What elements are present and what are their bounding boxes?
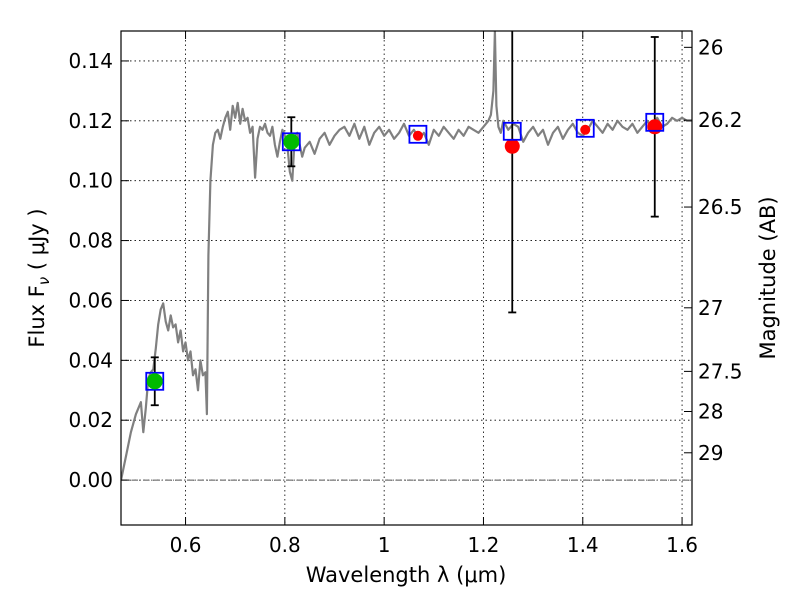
blue-model-square [408,124,428,144]
y-axis-label: Flux Fν ( μJy ) [25,208,53,347]
y-tick-label: 0.10 [68,169,113,193]
magnitude-tick-label: 26.5 [698,195,743,219]
magnitude-axis-label: Magnitude (AB) [756,196,780,359]
magnitude-tick-label: 26.2 [698,108,743,132]
red-data-point [504,138,520,154]
y-tick-label: 0.02 [68,408,113,432]
x-tick-label: 1.4 [567,533,599,557]
y-tick-label: 0.04 [68,348,113,372]
blue-model-square [645,112,665,132]
x-tick-label: 1 [378,533,391,557]
magnitude-axis: 26 26.2 26.5 27 27.5 28 29 [684,35,743,465]
x-axis: 0.6 0.8 1 1.2 1.4 1.6 [170,31,698,557]
magnitude-tick-label: 29 [698,441,723,465]
blue-model-square [575,118,595,138]
blue-model-square [145,371,165,391]
x-tick-label: 1.2 [468,533,500,557]
red-data-point [580,124,591,135]
magnitude-tick-label: 27 [698,296,723,320]
x-tick-label: 1.6 [666,533,698,557]
plot-frame [120,30,693,526]
magnitude-tick-label: 26 [698,35,723,59]
red-data-point [647,119,663,135]
y-tick-label: 0.06 [68,288,113,312]
magnitude-tick-label: 27.5 [698,359,743,383]
x-tick-label: 0.6 [170,533,202,557]
green-data-point [283,133,300,150]
blue-model-square [502,121,522,141]
y-axis: 0.00 0.02 0.04 0.06 0.08 0.10 0.12 0.14 [68,49,129,492]
grid [121,31,692,525]
red-data-point [412,130,423,141]
x-tick-label: 0.8 [269,533,301,557]
x-axis-label: Wavelength λ (μm) [306,563,507,587]
data-marks [145,31,665,407]
y-tick-label: 0.08 [68,229,113,253]
green-data-point [146,373,163,390]
y-tick-label: 0.12 [68,109,113,133]
magnitude-tick-label: 28 [698,400,723,424]
y-tick-label: 0.00 [68,468,113,492]
y-tick-label: 0.14 [68,49,113,73]
model-spectrum-line [121,31,692,481]
plot-background [121,31,692,525]
blue-model-square [281,132,301,152]
